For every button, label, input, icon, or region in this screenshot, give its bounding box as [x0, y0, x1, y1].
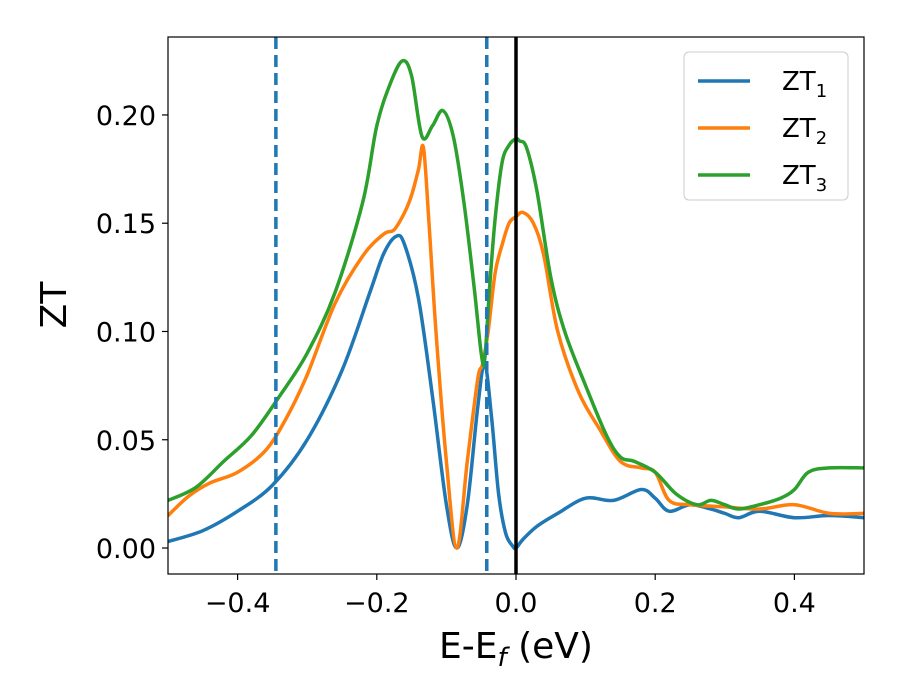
x-axis-label: E-Ef (eV)	[439, 626, 593, 673]
y-axis: 0.00 0.05 0.10 0.15 0.20	[96, 101, 168, 565]
y-tick-label: 0.15	[96, 209, 156, 240]
y-tick-label: 0.20	[96, 101, 156, 132]
legend-label-zt3: ZT3	[782, 161, 827, 196]
series-line-zt3	[168, 58, 864, 511]
y-axis-label: ZT	[34, 281, 75, 329]
x-axis: −0.4 −0.2 0.0 0.2 0.4	[205, 574, 816, 619]
plot-area	[168, 37, 864, 574]
y-tick-label: 0.10	[96, 317, 156, 348]
x-tick-label: −0.4	[205, 588, 271, 619]
x-tick-label: 0.4	[773, 588, 816, 619]
legend-label-zt2: ZT2	[782, 114, 827, 149]
x-tick-label: 0.0	[495, 588, 538, 619]
legend-label-zt1: ZT1	[782, 67, 827, 102]
x-tick-label: −0.2	[344, 588, 410, 619]
legend: ZT1 ZT2 ZT3	[683, 51, 849, 201]
x-axis-label-unit: (eV)	[507, 626, 593, 667]
x-tick-label: 0.2	[634, 588, 677, 619]
y-tick-label: 0.05	[96, 426, 156, 457]
legend-box	[683, 51, 849, 201]
y-tick-label: 0.00	[96, 534, 156, 565]
